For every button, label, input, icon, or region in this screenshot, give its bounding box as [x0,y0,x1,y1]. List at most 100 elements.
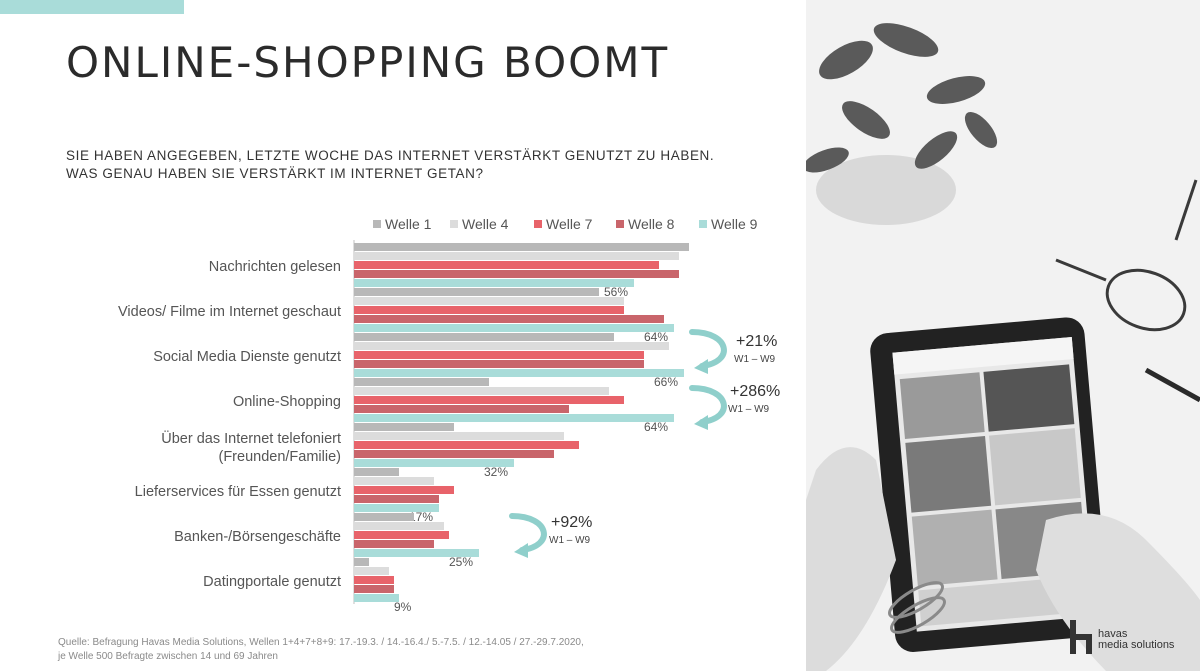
bar-welle-1 [354,558,369,566]
category-label: Videos/ Filme im Internet geschaut [118,304,341,320]
bar-welle-9 [354,279,634,287]
bar-welle-8 [354,495,439,503]
growth-period: W1 – W9 [549,535,591,546]
curved-arrow-icon [689,385,727,425]
bracelets [888,581,946,634]
plant-pot [816,155,956,225]
data-label: 9% [394,600,412,614]
data-label: 25% [449,555,473,569]
bar-welle-7 [354,261,659,269]
bar-welle-7 [354,531,449,539]
category-label: (Freunden/Familie) [219,449,342,465]
tablet-photo [806,0,1200,671]
bar-welle-4 [354,387,609,395]
legend-swatch [699,220,707,228]
bar-welle-4 [354,432,564,440]
growth-period: W1 – W9 [728,404,770,415]
category-label: Nachrichten gelesen [209,259,341,275]
bar-welle-9 [354,414,674,422]
arrow-head-icon [694,359,708,374]
bar-welle-7 [354,576,394,584]
bar-welle-8 [354,585,394,593]
legend-label: Welle 9 [711,216,758,232]
bar-welle-9 [354,549,479,557]
bar-welle-8 [354,270,679,278]
category-label: Datingportale genutzt [203,574,341,590]
source-footnote: Quelle: Befragung Havas Media Solutions,… [58,636,584,664]
data-label: 32% [484,465,508,479]
bar-welle-7 [354,396,624,404]
glasses [1055,179,1198,332]
bar-welle-1 [354,333,614,341]
legend-label: Welle 4 [462,216,509,232]
bar-welle-8 [354,360,644,368]
chart-bars: 56% 64% 66% 64% 32% 17% 25% 9% [353,240,689,614]
havas-logo-text: havas media solutions [1098,629,1174,651]
data-label: 66% [654,375,678,389]
legend-swatch [450,220,458,228]
right-hand [1036,513,1200,671]
legend-label: Welle 7 [546,216,593,232]
data-label: 64% [644,330,668,344]
havas-logo-mark [1070,620,1092,654]
arrow-head-icon [514,543,528,558]
bar-welle-4 [354,522,444,530]
category-label: Online-Shopping [233,394,341,410]
bar-welle-1 [354,288,599,296]
bar-welle-8 [354,315,664,323]
bar-welle-8 [354,405,569,413]
chart-annotations: +21% W1 – W9 +286% W1 – W9 +92% W1 – W9 [509,329,780,558]
left-hand [806,447,896,671]
curved-arrow-icon [689,329,727,369]
bar-welle-9 [354,369,684,377]
category-label: Social Media Dienste genutzt [153,349,341,365]
bar-welle-7 [354,306,624,314]
growth-annotation: +21% W1 – W9 [689,329,777,374]
bar-welle-4 [354,567,389,575]
survey-question-line-1: SIE HABEN ANGEGEBEN, LETZTE WOCHE DAS IN… [66,148,715,163]
logo-line-2: media solutions [1098,639,1175,651]
category-label: Über das Internet telefoniert [161,429,341,447]
bar-welle-9 [354,504,439,512]
bar-welle-4 [354,342,669,350]
bar-welle-7 [354,351,644,359]
bar-welle-4 [354,252,679,260]
page-title: ONLINE-SHOPPING BOOMT [66,38,670,87]
legend-label: Welle 1 [385,216,432,232]
legend-label: Welle 8 [628,216,675,232]
growth-value: +21% [736,333,777,350]
bar-welle-1 [354,513,414,521]
bar-welle-1 [354,243,689,251]
bar-welle-8 [354,450,554,458]
survey-question: SIE HABEN ANGEGEBEN, LETZTE WOCHE DAS IN… [66,147,714,183]
curved-arrow-icon [509,513,547,553]
pen [1144,367,1200,403]
bar-welle-1 [354,378,489,386]
bar-welle-9 [354,594,399,602]
accent-bar [0,0,184,14]
arrow-head-icon [694,415,708,430]
data-label: 56% [604,285,628,299]
source-line-1: Quelle: Befragung Havas Media Solutions,… [58,637,584,648]
source-line-2: je Welle 500 Befragte zwischen 14 und 69… [58,651,278,662]
chart-category-labels: Nachrichten gelesen Videos/ Filme im Inte… [118,259,341,590]
bar-welle-4 [354,477,434,485]
growth-annotation: +286% W1 – W9 [689,383,780,430]
bar-welle-7 [354,486,454,494]
bar-welle-9 [354,459,514,467]
legend-swatch [534,220,542,228]
legend-swatch [616,220,624,228]
bar-chart: Welle 1 Welle 4 Welle 7 Welle 8 Welle 9 56% 6… [118,216,780,614]
growth-annotation: +92% W1 – W9 [509,513,592,558]
chart-legend: Welle 1 Welle 4 Welle 7 Welle 8 Welle 9 [373,216,758,232]
survey-question-line-2: WAS GENAU HABEN SIE VERSTÄRKT IM INTERNE… [66,166,484,181]
tablet-photo-illustration [806,0,1200,671]
data-label: 64% [644,420,668,434]
category-label: Banken-/Börsengeschäfte [174,529,341,545]
data-label: 17% [409,510,433,524]
bar-welle-9 [354,324,674,332]
logo-line-1: havas [1098,628,1128,640]
legend-swatch [373,220,381,228]
category-label: Lieferservices für Essen genutzt [135,484,341,500]
growth-value: +286% [730,383,780,400]
